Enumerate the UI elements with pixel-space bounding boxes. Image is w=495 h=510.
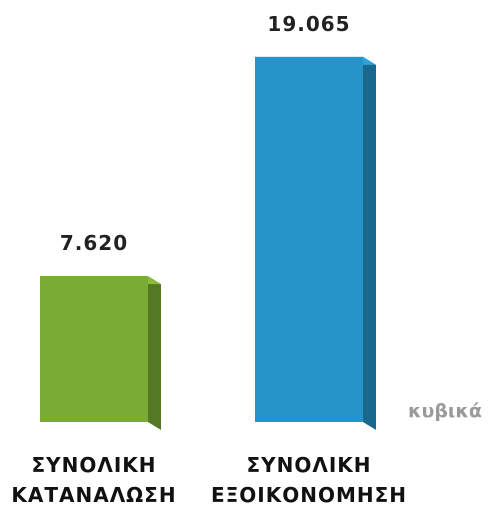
bar-front <box>255 56 363 423</box>
unit-note: κυβικά <box>408 400 482 422</box>
category-label: ΣΥΝΟΛΙΚΗ ΕΞΟΙΚΟΝΟΜΗΣΗ <box>210 453 408 507</box>
value-label: 19.065 <box>267 11 351 36</box>
bar-side <box>363 56 376 431</box>
category-label: ΣΥΝΟΛΙΚΗ ΚΑΤΑΝΑΛΩΣΗ <box>11 453 177 507</box>
bar-front <box>40 276 148 422</box>
bar <box>255 56 376 431</box>
value-label: 7.620 <box>59 231 129 256</box>
bar-side <box>148 276 161 430</box>
bar <box>40 276 161 430</box>
